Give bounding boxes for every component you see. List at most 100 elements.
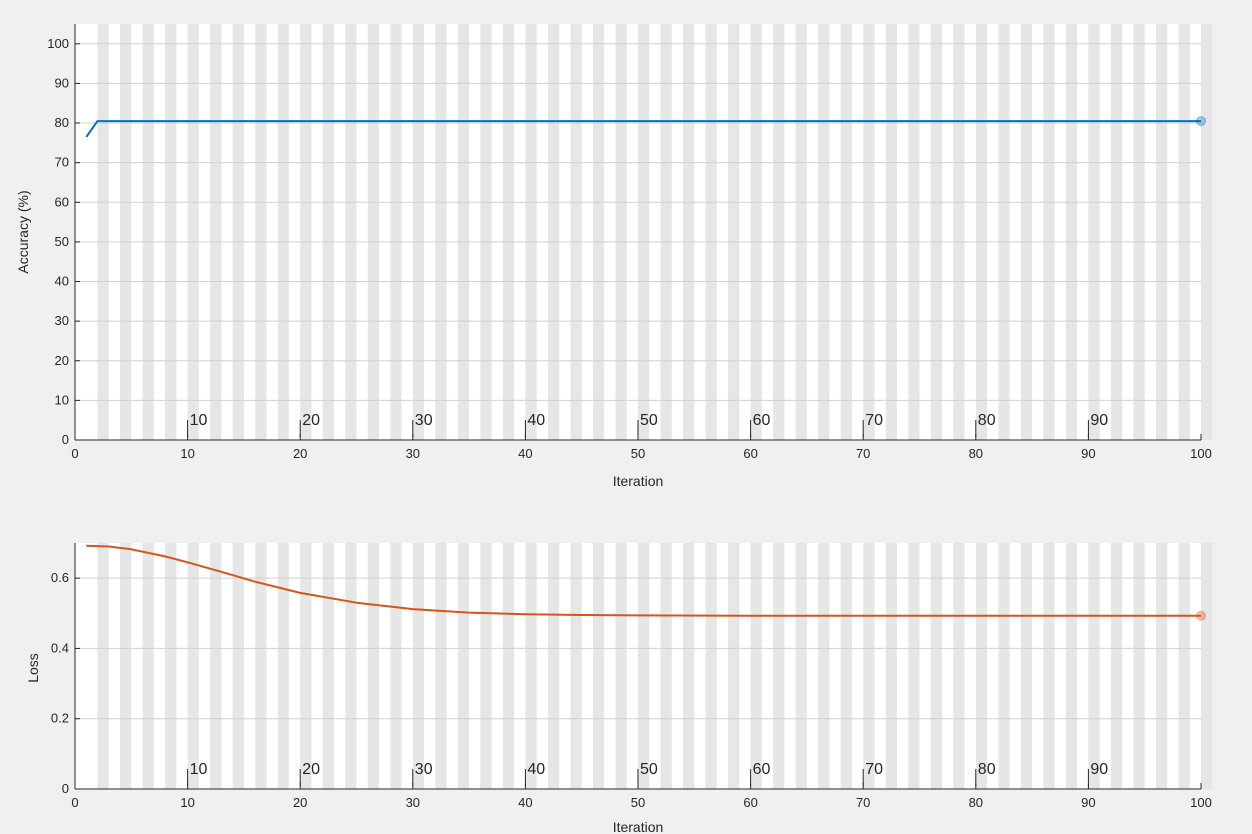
epoch-band [818,543,830,789]
epoch-band [795,24,807,440]
y-tick-label: 80 [55,115,69,130]
x-tick-label: 90 [1081,795,1095,810]
accuracy-plot: 0 10 20 30 40 50 60 70 80 90 100 0 10 20 30 40 50 60 70 80 9… [15,24,1213,489]
epoch-band [322,24,334,440]
x-tick-label: 50 [631,446,645,461]
epoch-band [863,24,875,440]
epoch-band [885,24,897,440]
epoch-band [412,24,425,440]
y-tick-label: 60 [55,194,69,209]
epoch-band [322,543,334,789]
epoch-band [277,24,289,440]
epoch-band [795,543,807,789]
epoch-band [1065,543,1078,789]
epoch-band [930,543,943,789]
epoch-band [1201,24,1213,440]
epoch-band [165,543,177,789]
x-tick-label: 100 [1190,795,1212,810]
epoch-band [750,24,762,440]
epoch-band [1133,543,1145,789]
epoch-band [457,24,470,440]
y-tick-label: 50 [55,234,69,249]
epoch-band [863,543,875,789]
epoch-band [367,543,380,789]
epoch-band [232,24,244,440]
epoch-label: 70 [865,412,883,429]
x-tick-label: 40 [518,446,532,461]
epoch-band [142,24,154,440]
epoch-label: 30 [415,761,433,778]
epoch-band [953,24,965,440]
epoch-band [975,24,988,440]
epoch-band [1065,24,1078,440]
epoch-band [300,543,312,789]
x-tick-label: 10 [180,446,194,461]
epoch-band [547,543,560,789]
epoch-band [412,543,425,789]
epoch-band [998,543,1010,789]
epoch-band [187,543,199,789]
epoch-label: 40 [527,761,545,778]
x-tick-label: 30 [406,446,420,461]
epoch-band [953,543,965,789]
x-tick-label: 30 [406,795,420,810]
epoch-band [885,543,897,789]
epoch-band [525,24,537,440]
epoch-label: 60 [753,412,771,429]
x-tick-label: 80 [969,795,983,810]
epoch-band [1110,543,1123,789]
epoch-band [638,543,650,789]
epoch-band [210,543,222,789]
epoch-band [840,543,852,789]
loss-plot: 0 0.2 0.4 0.6 0 10 20 30 40 50 60 70 80 90 100 10 20 30 40… [25,543,1213,834]
x-tick-label: 90 [1081,446,1095,461]
epoch-band [930,24,943,440]
x-tick-label: 20 [293,795,307,810]
epoch-band [638,24,650,440]
epoch-band [683,543,695,789]
epoch-band [592,24,605,440]
epoch-label: 90 [1090,761,1108,778]
y-tick-label: 20 [55,353,69,368]
epoch-band [1020,543,1033,789]
epoch-band [480,24,492,440]
epoch-band [615,24,627,440]
epoch-band [165,24,177,440]
y-tick-label: 30 [55,313,69,328]
epoch-band [570,543,582,789]
epoch-band [502,543,515,789]
y-tick-label: 0.6 [51,570,69,585]
epoch-band [502,24,515,440]
x-tick-label: 80 [969,446,983,461]
epoch-label: 50 [640,761,658,778]
final-value-marker [1196,610,1206,621]
epoch-band [345,24,357,440]
epoch-band [210,24,222,440]
epoch-label: 50 [640,412,658,429]
epoch-band [255,24,267,440]
series-line [86,544,1201,617]
epoch-band [908,543,920,789]
x-tick-label: 50 [631,795,645,810]
epoch-band [1178,543,1190,789]
epoch-band [97,24,109,440]
y-axis-label: Loss [25,653,41,683]
x-axis-label: Iteration [613,473,664,489]
y-tick-label: 0.4 [51,640,69,655]
epoch-band [705,543,717,789]
epoch-band [592,543,605,789]
epoch-band [390,543,402,789]
y-tick-label: 100 [47,36,69,51]
epoch-band [435,24,447,440]
epoch-band [773,543,785,789]
epoch-band [390,24,402,440]
epoch-band [840,24,852,440]
epoch-band [570,24,582,440]
x-tick-label: 40 [518,795,532,810]
epoch-label: 70 [865,761,883,778]
x-tick-label: 100 [1190,446,1212,461]
y-tick-label: 0.2 [51,711,69,726]
x-tick-label: 10 [180,795,194,810]
epoch-band [120,543,132,789]
epoch-band [1133,24,1145,440]
